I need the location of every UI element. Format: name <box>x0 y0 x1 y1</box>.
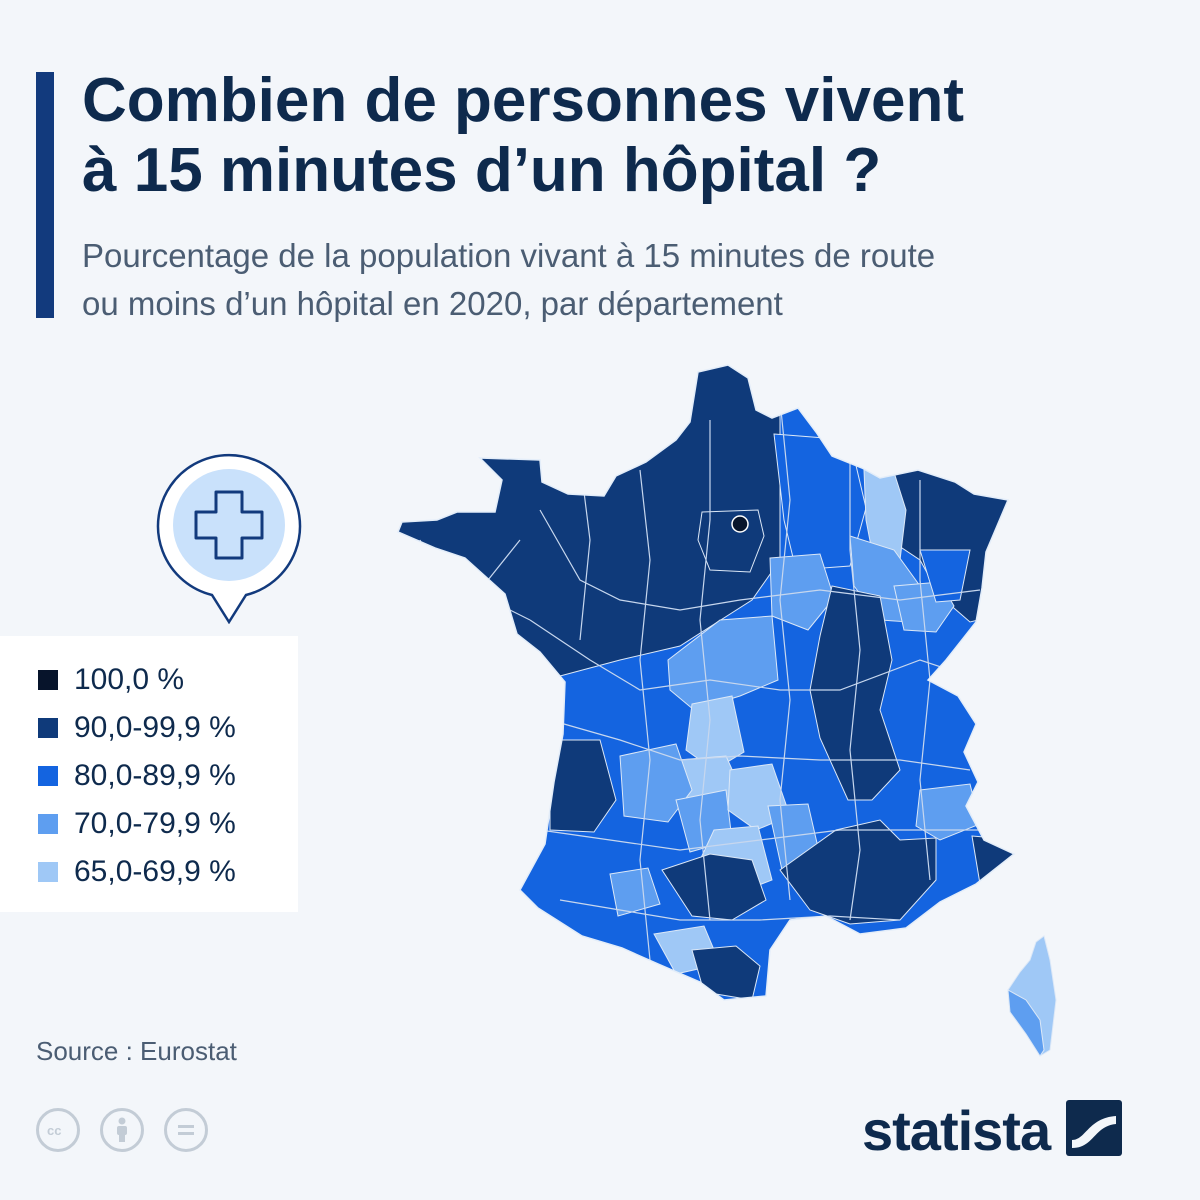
legend-swatch <box>38 766 58 786</box>
legend-label: 80,0-89,9 % <box>74 759 236 792</box>
statista-logo-icon <box>1066 1100 1123 1161</box>
subtitle: Pourcentage de la population vivant à 15… <box>82 232 1172 328</box>
legend-label: 65,0-69,9 % <box>74 855 236 888</box>
subtitle-line-2: ou moins d’un hôpital en 2020, par dépar… <box>82 285 783 322</box>
accent-bar <box>36 72 54 318</box>
legend-item: 65,0-69,9 % <box>38 848 298 896</box>
legend-label: 90,0-99,9 % <box>74 711 236 744</box>
legend-item: 100,0 % <box>38 656 298 704</box>
hospital-cross-icon <box>156 452 302 629</box>
by-person-icon[interactable] <box>100 1108 144 1152</box>
page-title: Combien de personnes vivent à 15 minutes… <box>82 66 1162 206</box>
title-line-2: à 15 minutes d’un hôpital ? <box>82 136 882 205</box>
legend-swatch <box>38 862 58 882</box>
source-note: Source : Eurostat <box>36 1036 237 1066</box>
title-line-1: Combien de personnes vivent <box>82 66 964 135</box>
license-icons: cc <box>36 1108 208 1152</box>
legend-label: 70,0-79,9 % <box>74 807 236 840</box>
legend-item: 70,0-79,9 % <box>38 800 298 848</box>
legend-item: 90,0-99,9 % <box>38 704 298 752</box>
nd-equals-icon[interactable] <box>164 1108 208 1152</box>
statista-wordmark: statista <box>862 1099 1051 1162</box>
statista-brand[interactable]: statista <box>862 1098 1123 1163</box>
legend-item: 80,0-89,9 % <box>38 752 298 800</box>
svg-text:cc: cc <box>47 1123 61 1138</box>
legend: 100,0 % 90,0-99,9 % 80,0-89,9 % 70,0-79,9 %… <box>0 636 298 912</box>
legend-swatch <box>38 670 58 690</box>
cc-icon[interactable]: cc <box>36 1108 80 1152</box>
legend-swatch <box>38 814 58 834</box>
legend-list: 100,0 % 90,0-99,9 % 80,0-89,9 % 70,0-79,9 %… <box>0 636 298 896</box>
legend-swatch <box>38 718 58 738</box>
subtitle-line-1: Pourcentage de la population vivant à 15… <box>82 237 936 274</box>
legend-label: 100,0 % <box>74 663 185 696</box>
france-map <box>380 360 1080 1060</box>
